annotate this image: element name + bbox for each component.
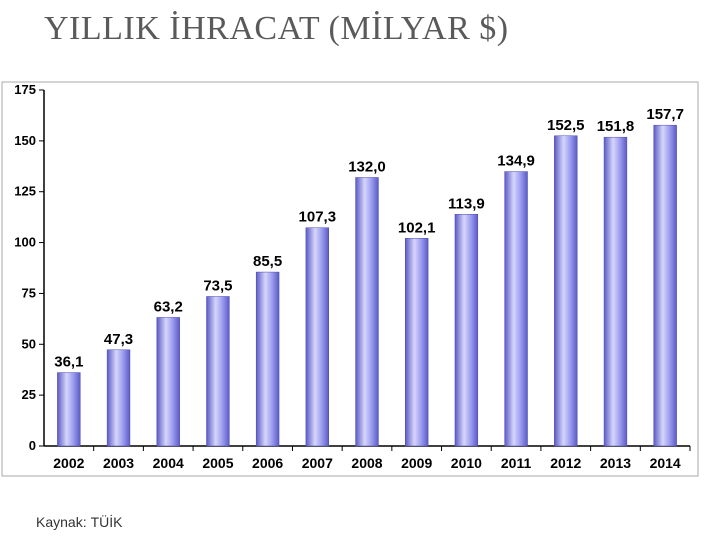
y-tick-label: 50 bbox=[22, 336, 36, 351]
bar bbox=[554, 135, 578, 447]
bar-data-label: 151,8 bbox=[597, 118, 635, 135]
x-category-label: 2004 bbox=[153, 455, 184, 471]
bar bbox=[603, 136, 628, 447]
bar-data-label: 73,5 bbox=[203, 277, 232, 294]
x-category-label: 2012 bbox=[550, 455, 581, 471]
x-category-label: 2014 bbox=[650, 455, 681, 471]
x-category-label: 2008 bbox=[351, 455, 382, 471]
bar bbox=[106, 349, 131, 447]
chart-canvas: 0 25 50 75 100 125 150 175 36,1 2002 47,3 2003 63,2 2… bbox=[1, 81, 699, 477]
bar-data-label: 132,0 bbox=[348, 158, 386, 175]
bar bbox=[653, 124, 677, 447]
bar-data-label: 36,1 bbox=[54, 354, 83, 371]
bar bbox=[156, 317, 180, 447]
x-category-label: 2010 bbox=[451, 455, 482, 471]
bar bbox=[355, 177, 379, 447]
y-tick-label: 100 bbox=[14, 235, 36, 250]
bar-data-label: 134,9 bbox=[497, 153, 535, 170]
bar bbox=[57, 372, 81, 447]
y-tick-label: 125 bbox=[14, 184, 36, 199]
y-tick-label: 0 bbox=[29, 438, 36, 453]
slide-title: YILLIK İHRACAT (MİLYAR $) bbox=[44, 10, 509, 47]
y-tick-label: 150 bbox=[14, 133, 36, 148]
y-tick-label: 25 bbox=[22, 387, 36, 402]
bar-data-label: 107,3 bbox=[299, 209, 337, 226]
bar-data-label: 47,3 bbox=[104, 331, 133, 348]
export-bar-chart: 0 25 50 75 100 125 150 175 36,1 2002 47,3 2003 63,2 2… bbox=[0, 80, 720, 480]
x-category-label: 2002 bbox=[53, 455, 84, 471]
bar bbox=[504, 171, 528, 447]
bar bbox=[255, 271, 280, 447]
bar bbox=[454, 214, 479, 447]
x-category-label: 2006 bbox=[252, 455, 283, 471]
bar-data-label: 113,9 bbox=[448, 195, 485, 212]
x-category-label: 2009 bbox=[401, 455, 432, 471]
x-category-label: 2013 bbox=[600, 455, 631, 471]
bar-data-label: 63,2 bbox=[154, 298, 183, 315]
x-category-label: 2003 bbox=[103, 455, 134, 471]
bar-data-label: 102,1 bbox=[398, 219, 436, 236]
x-category-label: 2005 bbox=[202, 455, 233, 471]
x-category-label: 2011 bbox=[501, 455, 532, 471]
chart-border bbox=[1, 81, 699, 477]
y-tick-label: 175 bbox=[14, 82, 36, 97]
source-note: Kaynak: TÜİK bbox=[36, 514, 122, 530]
x-category-label: 2007 bbox=[302, 455, 333, 471]
bar-data-label: 85,5 bbox=[253, 253, 282, 270]
source-label: Kaynak: bbox=[36, 514, 87, 530]
bar bbox=[305, 227, 329, 447]
bar bbox=[405, 238, 429, 447]
source-value: TÜİK bbox=[90, 514, 123, 530]
bar-data-label: 157,7 bbox=[646, 106, 684, 123]
y-tick-label: 75 bbox=[22, 285, 36, 300]
bar bbox=[206, 296, 230, 447]
bar-data-label: 152,5 bbox=[547, 117, 585, 134]
